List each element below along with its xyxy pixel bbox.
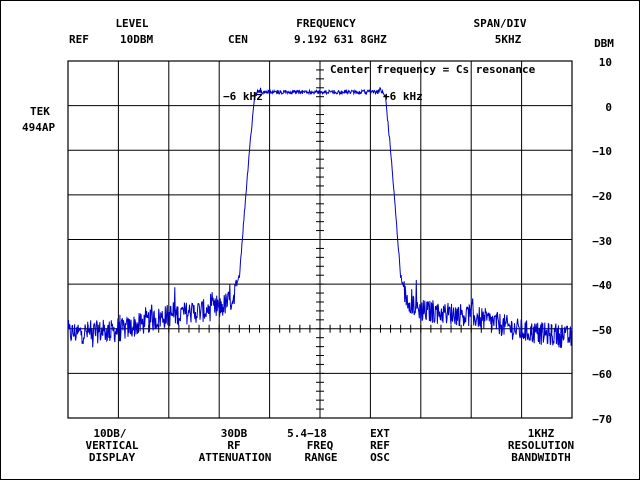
rf-attenuation-line3: ATTENUATION xyxy=(198,451,272,464)
ref-label: REF xyxy=(69,33,89,46)
signal-trace xyxy=(67,86,573,348)
resolution-bandwidth-line2: RESOLUTION xyxy=(507,439,575,452)
y-tick-label: 10 xyxy=(598,56,612,69)
y-tick-label: −70 xyxy=(592,413,612,426)
vertical-display-line3: DISPLAY xyxy=(88,451,136,464)
y-tick-label: −30 xyxy=(592,234,612,248)
ref-osc-line2: REF xyxy=(370,439,390,452)
level-label: LEVEL xyxy=(115,17,149,30)
frequency-label: FREQUENCY xyxy=(296,17,356,30)
y-tick-label: −40 xyxy=(592,279,612,293)
y-tick-label: −20 xyxy=(592,189,612,203)
ref-osc-line3: OSC xyxy=(370,451,390,464)
y-tick-label: −50 xyxy=(592,323,612,337)
vertical-display-line2: VERTICAL xyxy=(85,439,139,452)
plus-6-khz-label: +6 kHz xyxy=(383,90,423,103)
rf-attenuation-line2: RF xyxy=(227,439,241,452)
model-label: 494AP xyxy=(22,121,56,134)
graticule xyxy=(67,60,573,419)
y-tick-label: −60 xyxy=(592,368,612,382)
ref-osc-line1: EXT xyxy=(370,427,390,440)
freq-range-line1: 5.4−18 xyxy=(287,427,327,440)
span-value: 5KHZ xyxy=(494,33,522,46)
center-frequency-note: Center frequency = Cs resonance xyxy=(330,63,536,76)
resolution-bandwidth-line1: 1KHZ xyxy=(527,427,555,440)
vertical-display-line1: 10DB/ xyxy=(93,427,127,440)
freq-range-line2: FREQ xyxy=(306,439,334,452)
cen-label: CEN xyxy=(228,33,248,46)
trace-layer xyxy=(67,86,573,348)
y-tick-label: −10 xyxy=(592,145,612,159)
freq-range-line3: RANGE xyxy=(304,451,338,464)
y-tick-label: 0 xyxy=(605,100,612,114)
ref-level-value: 10DBM xyxy=(120,33,154,46)
minus-6-khz-label: −6 kHz xyxy=(223,90,263,103)
brand-label: TEK xyxy=(30,105,50,118)
span-label: SPAN/DIV xyxy=(473,17,527,30)
resolution-bandwidth-line3: BANDWIDTH xyxy=(511,451,571,464)
y-axis-unit: DBM xyxy=(594,37,614,50)
rf-attenuation-line1: 30DB xyxy=(220,427,248,440)
center-frequency-value: 9.192 631 8GHZ xyxy=(294,33,387,46)
